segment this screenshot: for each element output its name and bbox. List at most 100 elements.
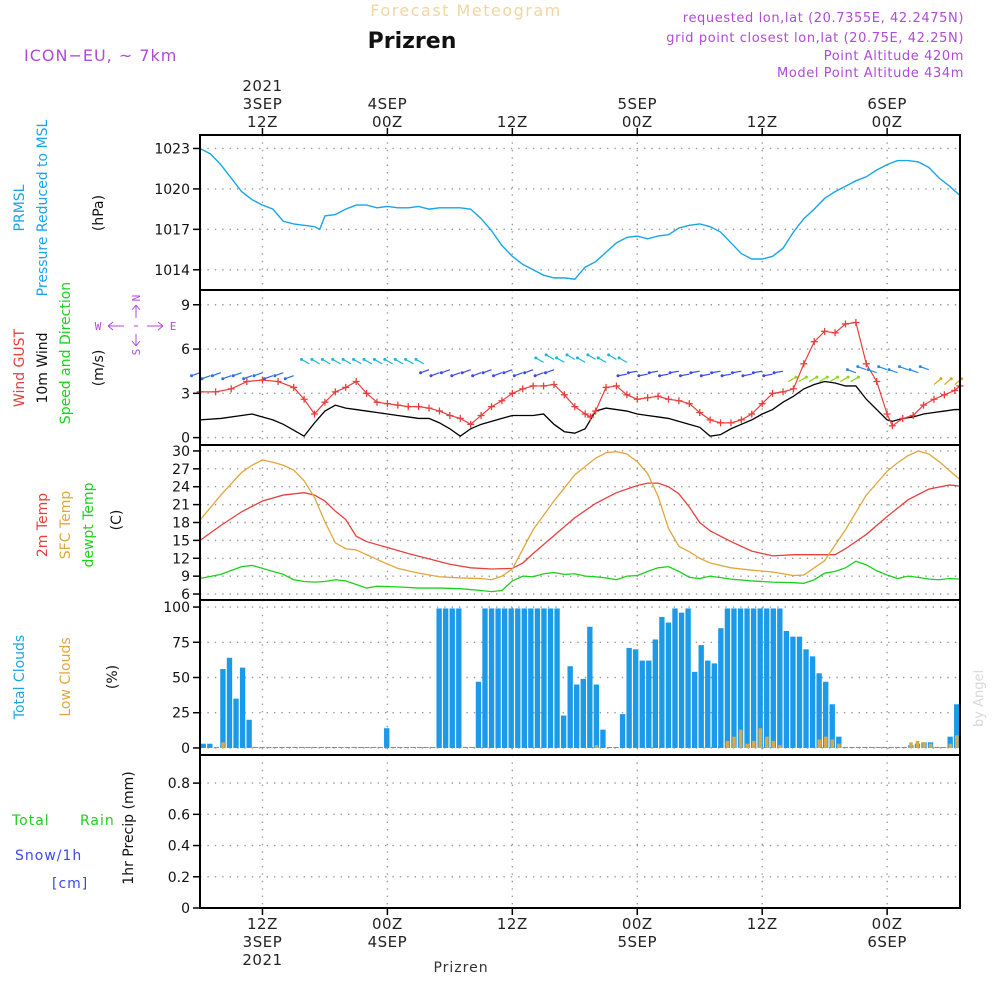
total-cloud-bar [338, 746, 344, 748]
clouds-panel-frame [199, 599, 961, 756]
gust-point [717, 419, 725, 427]
wind-arrow-head [845, 368, 849, 372]
wind-arrow-head [772, 371, 776, 375]
wind-arrow-head [897, 365, 901, 369]
total-cloud-bar [436, 608, 442, 748]
gust-point [821, 327, 829, 335]
wind-arrow-head [544, 371, 548, 375]
wind-arrow-head [762, 374, 766, 378]
low-cloud-bar [948, 743, 953, 748]
total-cloud-bar [895, 746, 901, 748]
gust-point [321, 398, 329, 406]
wind-arrow [274, 372, 284, 377]
total-cloud-bar [770, 608, 776, 748]
pressure-panel: 1014 1017 1020 1023 [154, 135, 960, 290]
wind-arrow-head [575, 356, 579, 360]
wind-arrow-head [804, 375, 808, 379]
wind-arrow-head [242, 377, 246, 381]
gust-point [737, 416, 745, 424]
gust-point [909, 411, 917, 419]
pressure-tick-label: 1020 [154, 182, 190, 198]
gust-point [831, 329, 839, 337]
gust-point [415, 403, 423, 411]
sfc-temp-label: SFC Temp [58, 491, 74, 560]
gust-point [571, 403, 579, 411]
top-axis-label: 00Z [872, 113, 903, 131]
wind-arrow [899, 366, 909, 371]
wind-arrow-head [372, 357, 376, 361]
gust-point [789, 385, 797, 393]
total-cloud-bar [364, 746, 370, 748]
wind-tick-label: 3 [181, 386, 190, 402]
clouds-tick-label: 75 [172, 635, 190, 651]
total-cloud-bar [390, 746, 396, 748]
wind-arrow-head [794, 375, 798, 379]
total-cloud-bar [718, 628, 724, 748]
total-cloud-bar [554, 608, 560, 748]
total-cloud-bar [587, 626, 593, 748]
wind-arrow-head [481, 371, 485, 375]
point-altitude: Point Altitude 420m [824, 49, 964, 64]
gust-point [331, 388, 339, 396]
wind-arrow [322, 358, 331, 365]
pressure-tick-label: 1023 [154, 141, 190, 157]
top-axis-label: 4SEP [368, 95, 408, 113]
cloud-unit-label: (%) [105, 665, 121, 689]
total-cloud-bar [567, 666, 573, 748]
total-cloud-bar [777, 608, 783, 748]
gust-point [779, 388, 787, 396]
wind-arrow [462, 369, 471, 374]
total-cloud-bar [737, 608, 744, 748]
wind-arrow-head [210, 374, 214, 378]
bottom-axis-label: 6SEP [867, 933, 907, 951]
total-cloud-bar [521, 608, 527, 748]
wind-arrow-head [231, 374, 235, 378]
gust-point [383, 400, 391, 408]
wind-arrow [301, 358, 310, 365]
precip-panel-frame [199, 754, 961, 909]
wind-arrow-head [252, 374, 256, 378]
wind-arrow-head [731, 371, 735, 375]
total-cloud-bar [796, 636, 803, 748]
temp-tick-label: 6 [181, 587, 190, 603]
total-cloud-bar [823, 681, 829, 748]
total-cloud-bar [626, 647, 632, 748]
gust-point [602, 383, 610, 391]
wind-arrow [597, 357, 607, 363]
total-cloud-bar [482, 608, 488, 748]
total-cloud-bar [534, 608, 541, 748]
top-axis-label: 12Z [247, 113, 278, 131]
low-cloud-bar [837, 743, 841, 748]
wind-arrow-head [491, 374, 495, 378]
wind-arrow [212, 372, 222, 377]
footer-station: Prizren [433, 960, 488, 976]
total-cloud-bar [410, 746, 416, 748]
gust-point [810, 338, 818, 346]
gust-point [654, 392, 662, 400]
wind-panel: 0 3 6 9 [181, 290, 960, 447]
wind-arrow [201, 375, 211, 380]
wind-tick-label: 6 [181, 342, 190, 358]
total-cloud-bar [685, 608, 691, 748]
low-cloud-bar [922, 742, 926, 748]
wind-arrow [577, 357, 586, 363]
gust-point [862, 360, 870, 368]
super-title: Forecast Meteogram [370, 1, 561, 20]
gust-point [940, 391, 948, 399]
gust-markers [196, 318, 964, 430]
bottom-axis-label: 2021 [242, 951, 282, 969]
gust-point [435, 407, 443, 415]
wind-arrow-head [221, 377, 225, 381]
gust-label: Wind GUST [12, 328, 28, 407]
wind-direction-arrows [190, 353, 964, 385]
total-cloud-bar [633, 649, 639, 748]
gust-point [243, 378, 251, 386]
gust-point [363, 389, 371, 397]
precip-tick-label: 0 [181, 901, 190, 917]
total-cloud-bar [331, 746, 337, 748]
gust-point [290, 383, 298, 391]
total-cloud-bar [849, 746, 855, 748]
gust-point [675, 397, 683, 405]
